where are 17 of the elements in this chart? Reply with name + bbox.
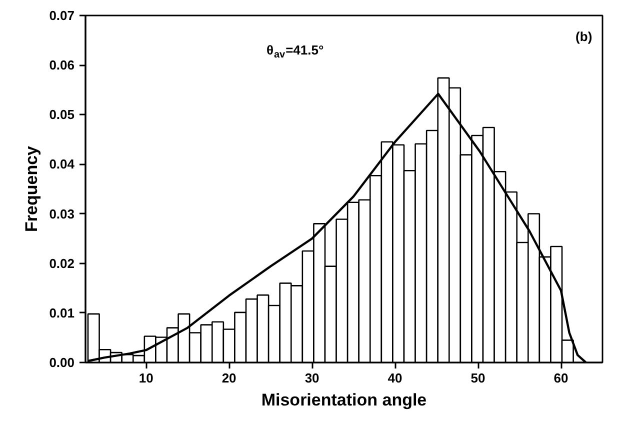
y-tick-label: 0.07 (49, 8, 75, 23)
x-tick-label: 40 (388, 370, 402, 386)
y-tick-label: 0.03 (49, 206, 75, 222)
y-tick-label: 0.04 (49, 156, 76, 172)
annotation: (b) (576, 28, 592, 44)
y-tick-label: 0.00 (49, 355, 75, 370)
y-tick-label: 0.01 (49, 305, 75, 320)
x-axis-title: Misorientation angle (261, 390, 427, 410)
y-tick-label: 0.06 (49, 58, 75, 73)
x-tick-label: 50 (470, 370, 486, 386)
y-tick-label: 0.05 (49, 107, 75, 122)
x-tick-label: 20 (222, 370, 236, 386)
y-tick-label: 0.02 (49, 256, 75, 271)
x-tick-label: 60 (554, 370, 568, 386)
x-tick-label: 30 (304, 370, 320, 386)
x-tick-label: 10 (138, 370, 154, 386)
y-axis-title: Frequency (22, 145, 42, 232)
